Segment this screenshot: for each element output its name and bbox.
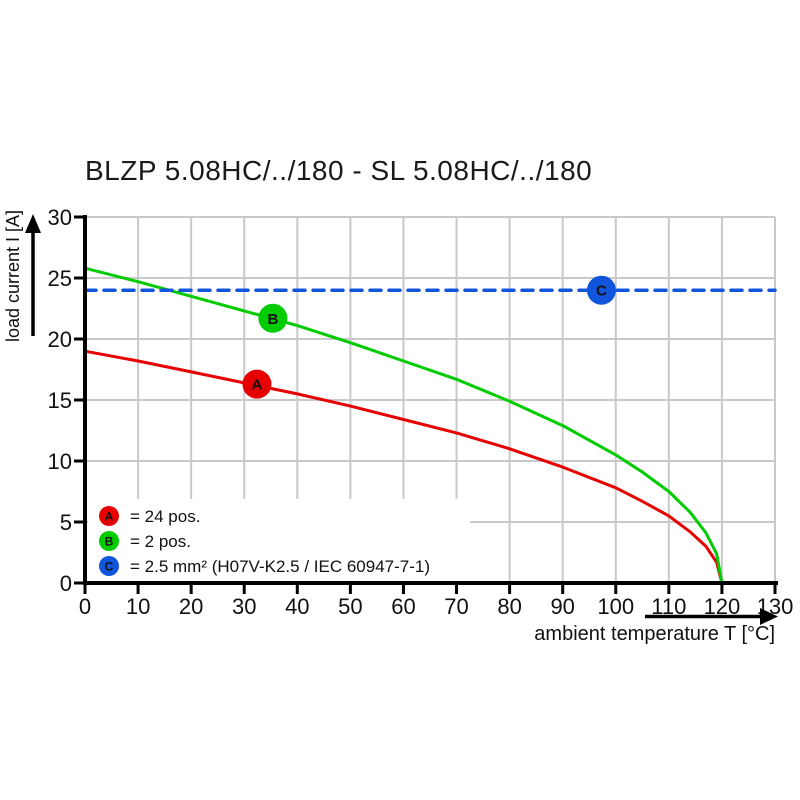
y-tick-label: 5 <box>60 510 72 535</box>
y-tick-label: 20 <box>48 327 72 352</box>
legend-label-C: = 2.5 mm² (H07V-K2.5 / IEC 60947-7-1) <box>130 557 430 576</box>
y-tick-label: 15 <box>48 388 72 413</box>
legend-letter-C: C <box>105 560 114 574</box>
marker-letter-A: A <box>252 377 263 394</box>
legend-letter-B: B <box>105 535 114 549</box>
legend-swatch-B <box>99 531 119 551</box>
x-tick-label: 60 <box>391 594 415 619</box>
y-axis-label: load current I [A] <box>3 210 23 342</box>
legend-background <box>88 499 470 581</box>
curve-B <box>83 266 724 585</box>
curve-A <box>83 349 724 585</box>
x-tick-label: 70 <box>444 594 468 619</box>
chart-title: BLZP 5.08HC/../180 - SL 5.08HC/../180 <box>85 155 593 186</box>
x-tick-label: 80 <box>497 594 521 619</box>
marker-letter-B: B <box>267 311 278 328</box>
x-tick-label: 30 <box>232 594 256 619</box>
marker-C <box>586 275 616 305</box>
legend-swatch-C <box>99 556 119 576</box>
marker-B <box>258 303 288 333</box>
y-tick-label: 0 <box>60 571 72 596</box>
legend-label-B: = 2 pos. <box>130 532 191 551</box>
x-axis-label: ambient temperature T [°C] <box>534 623 775 645</box>
marker-A <box>242 369 272 399</box>
legend-letter-A: A <box>105 510 114 524</box>
legend-swatch-A <box>99 506 119 526</box>
x-axis-arrow-head <box>760 608 778 625</box>
y-axis-arrow-head <box>25 214 41 233</box>
y-tick-label: 10 <box>48 449 72 474</box>
legend-label-A: = 24 pos. <box>130 507 200 526</box>
x-tick-label: 20 <box>179 594 203 619</box>
x-tick-label: 50 <box>338 594 362 619</box>
marker-letter-C: C <box>596 283 607 300</box>
y-tick-label: 30 <box>48 205 72 230</box>
x-tick-label: 100 <box>597 594 634 619</box>
x-tick-label: 0 <box>79 594 91 619</box>
y-tick-label: 25 <box>48 266 72 291</box>
x-tick-label: 90 <box>550 594 574 619</box>
x-tick-label: 10 <box>126 594 150 619</box>
x-tick-label: 40 <box>285 594 309 619</box>
